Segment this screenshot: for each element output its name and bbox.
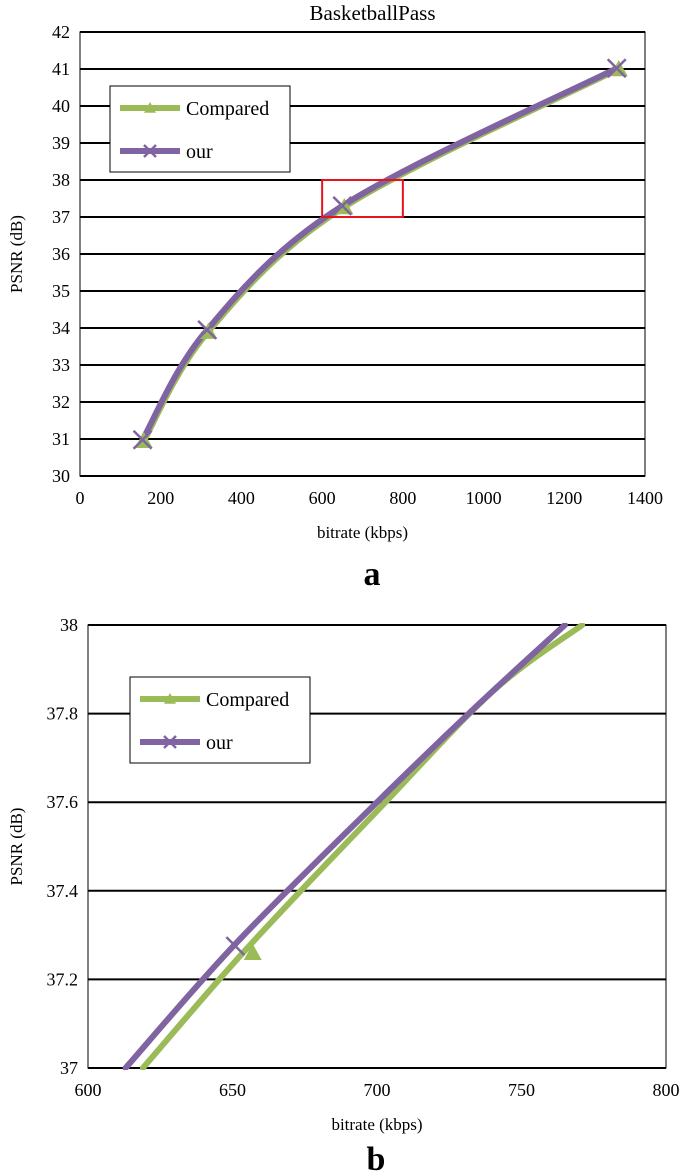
x-marker [163,735,177,749]
x-axis-label: bitrate (kbps) [317,523,408,542]
legend-label: our [186,141,213,163]
x-tick-labels: 600 650 700 750 800 [75,1080,680,1100]
triangle-marker [144,102,156,113]
x-tick-label: 0 [76,488,85,508]
y-tick-labels: 37 37.2 37.4 37.6 37.8 38 [47,615,79,1078]
x-marker [606,58,627,79]
x-tick-label: 200 [147,488,174,508]
series-line-our [122,623,568,1070]
y-tick-label: 41 [52,59,70,79]
x-tick-label: 700 [364,1080,391,1100]
y-tick-label: 42 [52,22,70,42]
y-tick-label: 33 [52,355,70,375]
y-tick-label: 38 [52,170,70,190]
y-tick-label: 37.2 [47,969,79,989]
x-marker [132,429,153,450]
panel-label: b [367,1141,386,1172]
legend: Compared our [109,85,291,173]
y-tick-label: 36 [52,244,70,264]
x-tick-label: 600 [75,1080,102,1100]
x-marker [332,196,353,216]
y-tick-label: 37 [52,207,70,227]
panel-label: a [364,556,381,593]
y-tick-label: 37.4 [47,881,79,901]
series-layer [122,623,586,1070]
triangle-marker [243,943,262,961]
legend-item-compared: Compared [140,689,289,711]
x-tick-label: 750 [508,1080,535,1100]
y-tick-labels: 30 31 32 33 34 35 36 37 38 39 40 41 42 [52,22,70,486]
y-tick-label: 30 [52,466,70,486]
legend: Compared our [129,676,311,764]
y-axis-label: PSNR (dB) [7,215,26,293]
x-axis-label: bitrate (kbps) [331,1115,422,1134]
x-marker [197,319,218,340]
legend-box [109,85,291,173]
legend-label: our [206,732,233,754]
chart-title: BasketballPass [310,1,436,25]
legend-label: Compared [206,689,289,711]
x-tick-label: 650 [219,1080,246,1100]
legend-box [129,676,311,764]
x-tick-label: 800 [653,1080,680,1100]
x-marker [225,936,246,957]
series-line-our [139,65,620,443]
y-tick-label: 40 [52,96,70,116]
x-tick-label: 1400 [627,488,663,508]
chart-panel-b: 37 37.2 37.4 37.6 37.8 38 600 650 700 750 800 PSN… [7,615,680,1172]
chart-panel-a: BasketballPass 30 31 32 33 34 35 36 37 38 39 40 41 4… [7,1,663,593]
x-tick-label: 800 [389,488,416,508]
legend-label: Compared [186,98,269,120]
x-marker [143,144,157,158]
y-tick-label: 37.6 [47,792,79,812]
triangle-marker [335,198,354,215]
x-tick-label: 1200 [546,488,582,508]
series-layer [132,58,628,450]
x-tick-label: 600 [309,488,336,508]
plot-area [79,31,646,477]
y-tick-label: 35 [52,281,70,301]
y-tick-label: 31 [52,429,70,449]
y-tick-label: 37 [60,1058,78,1078]
plot-area [87,624,667,1069]
x-tick-label: 1000 [466,488,502,508]
legend-item-our: our [140,732,233,754]
legend-item-our: our [120,141,213,163]
x-tick-labels: 0 200 400 600 800 1000 1200 1400 [76,488,664,508]
y-tick-label: 38 [60,615,78,635]
legend-item-compared: Compared [120,98,269,120]
y-tick-label: 39 [52,133,70,153]
zoom-region-rectangle [321,179,404,218]
y-tick-label: 32 [52,392,70,412]
y-axis-label: PSNR (dB) [7,808,26,886]
y-tick-label: 34 [52,318,70,338]
triangle-marker [164,693,176,704]
x-tick-label: 400 [228,488,255,508]
y-tick-label: 37.8 [47,704,79,724]
